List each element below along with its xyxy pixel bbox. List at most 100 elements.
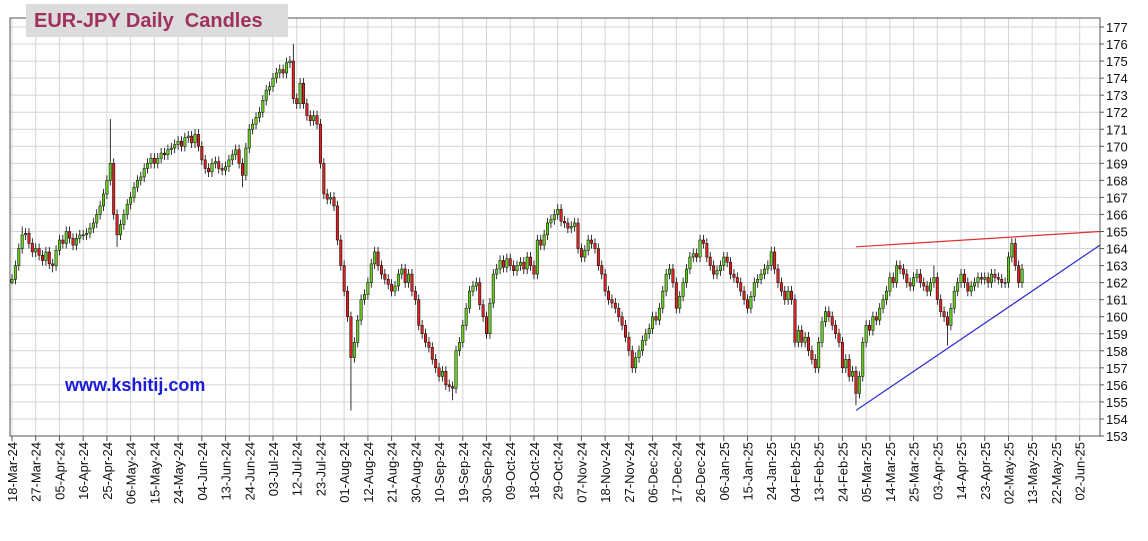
candle-body xyxy=(664,273,668,292)
candle-body xyxy=(91,222,95,229)
candle-body xyxy=(508,258,512,266)
candle-body xyxy=(349,316,353,358)
candle-body xyxy=(579,248,583,258)
x-tick-label: 02-Jun-25 xyxy=(1073,442,1088,501)
y-tick-label: 162 xyxy=(1106,276,1128,291)
candle-body xyxy=(542,234,546,246)
candle-body xyxy=(281,69,285,74)
candle-body xyxy=(342,265,346,292)
x-tick-label: 12-Aug-24 xyxy=(361,442,376,503)
candle-body xyxy=(393,285,397,292)
y-tick-label: 170 xyxy=(1106,139,1128,154)
grid xyxy=(10,18,1100,437)
y-tick-label: 166 xyxy=(1106,207,1128,222)
candle-body xyxy=(729,261,733,275)
candle-body xyxy=(759,273,763,280)
candle-body xyxy=(935,277,939,300)
x-tick-label: 09-Oct-24 xyxy=(503,442,518,500)
candle-body xyxy=(949,307,953,326)
candle-body xyxy=(695,253,699,258)
candle-body xyxy=(474,282,478,287)
x-tick-label: 18-Oct-24 xyxy=(527,442,542,500)
candle-body xyxy=(590,239,594,244)
candle-body xyxy=(715,270,719,275)
candle-body xyxy=(762,268,766,275)
candle-body xyxy=(932,277,936,283)
candle-body xyxy=(586,239,590,251)
candle-body xyxy=(200,146,204,161)
candle-body xyxy=(861,342,865,377)
y-tick-label: 171 xyxy=(1106,122,1128,137)
candle-body xyxy=(190,135,194,144)
candle-body xyxy=(132,186,136,198)
candle-body xyxy=(491,273,495,304)
candle-body xyxy=(302,82,305,104)
candle-body xyxy=(61,239,65,244)
y-tick-label: 164 xyxy=(1106,242,1128,257)
candle-body xyxy=(403,268,407,283)
plot xyxy=(10,44,1101,411)
x-tick-label: 14-Apr-25 xyxy=(954,442,969,500)
candle-body xyxy=(125,203,129,215)
candle-body xyxy=(366,282,370,295)
candle-body xyxy=(627,336,631,352)
candle-body xyxy=(149,157,153,164)
candle-body xyxy=(922,282,926,287)
x-tick-label: 06-May-24 xyxy=(124,442,139,504)
candle-body xyxy=(227,159,231,167)
candle-body xyxy=(844,359,848,369)
y-tick-label: 157 xyxy=(1106,361,1128,376)
candle-body xyxy=(657,307,661,321)
candle-body xyxy=(891,277,895,283)
x-tick-label: 13-May-25 xyxy=(1025,442,1040,504)
candle-body xyxy=(335,205,339,241)
y-tick-label: 154 xyxy=(1106,412,1128,427)
candle-body xyxy=(688,256,692,270)
candle-body xyxy=(830,316,834,326)
candle-body xyxy=(969,285,973,292)
candle-body xyxy=(1013,243,1017,266)
candle-body xyxy=(105,180,109,195)
y-tick-label: 169 xyxy=(1106,156,1128,171)
candle-body xyxy=(532,265,536,275)
candle-body xyxy=(651,316,655,329)
candle-body xyxy=(471,285,475,292)
candle-body xyxy=(146,163,150,169)
candle-body xyxy=(732,273,736,278)
candle-body xyxy=(685,268,688,283)
candle-body xyxy=(779,282,783,292)
candle-body xyxy=(569,226,573,229)
title-box xyxy=(26,4,288,37)
candle-body xyxy=(373,251,377,265)
candle-body xyxy=(668,268,672,275)
candle-body xyxy=(725,256,729,263)
candle-body xyxy=(918,273,922,283)
candle-body xyxy=(396,273,400,287)
y-tick-label: 156 xyxy=(1106,378,1128,393)
candle-body xyxy=(440,370,444,377)
candle-body xyxy=(447,384,451,387)
candle-body xyxy=(661,290,665,309)
y-tick-label: 155 xyxy=(1106,395,1128,410)
candle-body xyxy=(407,273,411,283)
candle-body xyxy=(966,282,970,292)
candle-body xyxy=(973,282,977,287)
candle-body xyxy=(139,176,143,181)
candle-body xyxy=(315,115,319,125)
candle-body xyxy=(264,89,268,101)
candle-body xyxy=(559,209,563,222)
x-tick-label: 25-Mar-25 xyxy=(907,442,922,502)
x-tick-label: 27-Mar-24 xyxy=(29,442,44,502)
candle-body xyxy=(837,333,841,343)
candle-body xyxy=(203,159,207,169)
candle-body xyxy=(220,168,224,171)
candle-body xyxy=(244,147,248,176)
candle-body xyxy=(325,193,329,200)
y-tick-label: 174 xyxy=(1106,71,1128,86)
candle-body xyxy=(386,278,390,285)
x-tick-label: 30-Sep-24 xyxy=(480,442,495,503)
y-tick-label: 165 xyxy=(1106,225,1128,240)
candle-body xyxy=(898,265,902,270)
candle-body xyxy=(274,72,278,79)
candle-body xyxy=(247,129,251,149)
